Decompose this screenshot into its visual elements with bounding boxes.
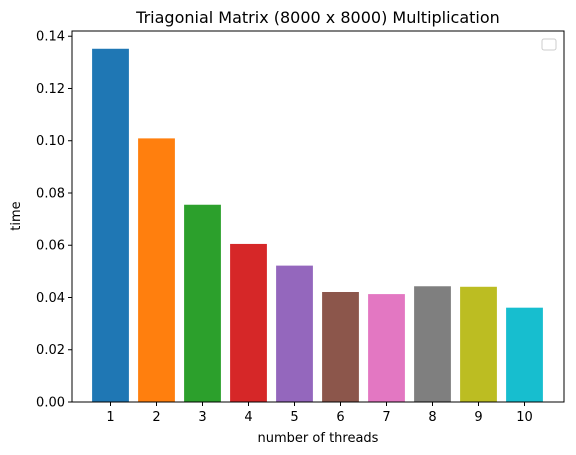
x-tick-label: 2 xyxy=(152,410,160,425)
x-tick-label: 3 xyxy=(198,410,206,425)
bar-1 xyxy=(92,48,129,402)
x-tick-label: 1 xyxy=(106,410,114,425)
x-tick-label: 7 xyxy=(382,410,390,425)
bar-7 xyxy=(368,294,405,402)
bar-5 xyxy=(276,265,313,402)
bar-3 xyxy=(184,204,221,402)
x-tick-label: 9 xyxy=(474,410,482,425)
bar-8 xyxy=(414,286,451,402)
x-tick-label: 6 xyxy=(336,410,344,425)
legend-box xyxy=(541,38,557,51)
chart-title: Triagonial Matrix (8000 x 8000) Multipli… xyxy=(135,8,500,27)
y-axis-ticks: 0.00 0.02 0.04 0.06 0.08 0.10 0.12 0.14 xyxy=(36,30,72,411)
bar-6 xyxy=(322,292,359,402)
x-tick-label: 10 xyxy=(516,410,533,425)
y-tick-label: 0.02 xyxy=(36,343,65,358)
x-tick-label: 4 xyxy=(244,410,252,425)
bar-9 xyxy=(460,286,497,402)
bars-group xyxy=(92,48,543,402)
x-tick-label: 8 xyxy=(428,410,436,425)
y-axis-label: time xyxy=(9,201,24,230)
bar-2 xyxy=(138,138,175,402)
y-tick-label: 0.14 xyxy=(36,30,65,45)
y-tick-label: 0.10 xyxy=(36,134,65,149)
bar-4 xyxy=(230,243,267,402)
y-tick-label: 0.12 xyxy=(36,82,65,97)
x-axis-label: number of threads xyxy=(258,431,379,446)
y-tick-label: 0.06 xyxy=(36,239,65,254)
plot-frame xyxy=(71,30,565,403)
y-tick-label: 0.04 xyxy=(36,291,65,306)
x-axis-ticks: 1 2 3 4 5 6 7 8 9 10 xyxy=(106,402,533,425)
y-tick-label: 0.00 xyxy=(36,396,65,411)
bar-10 xyxy=(506,307,543,402)
x-tick-label: 5 xyxy=(290,410,298,425)
y-tick-label: 0.08 xyxy=(36,186,65,201)
